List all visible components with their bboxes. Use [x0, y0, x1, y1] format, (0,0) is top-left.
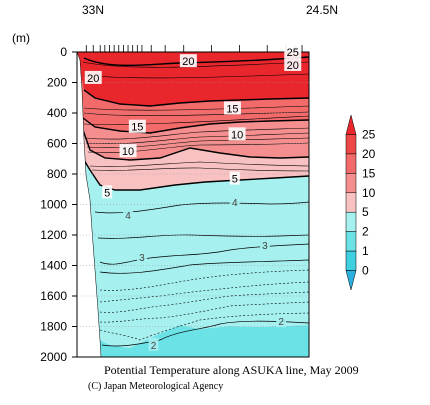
chart-title: Potential Temperature along ASUKA line, … [104, 363, 359, 377]
contour-label-bg [229, 195, 240, 209]
y-tick-label: 200 [47, 76, 67, 90]
contour-label-25: 25 [284, 45, 302, 59]
contour-label-3: 3 [259, 237, 270, 252]
contour-label-text: 5 [104, 187, 110, 199]
colorbar-label: 0 [362, 264, 369, 278]
contour-5 [83, 159, 309, 191]
contour-label-bg [229, 171, 240, 185]
contour-label-3: 3 [136, 250, 147, 264]
y-unit-label: (m) [12, 31, 30, 45]
contour-label-bg [128, 119, 146, 133]
contour-2 [101, 320, 309, 347]
contour-label-10: 10 [119, 144, 137, 158]
contour-label-text: 5 [232, 174, 238, 186]
y-tick-label: 1400 [40, 259, 67, 273]
colorbar-label: 10 [362, 186, 376, 200]
colorbar-segment [345, 153, 357, 174]
contour-label-text: 15 [131, 122, 143, 134]
contour-label-bg [136, 250, 147, 264]
contour-label-5: 5 [229, 171, 240, 186]
contour-label-bg [276, 314, 287, 328]
colorbar-segment [345, 114, 357, 135]
colorbar-label: 25 [362, 127, 376, 141]
contour-label-text: 10 [231, 129, 243, 141]
contour-label-bg [284, 57, 302, 71]
credit-text: (C) Japan Meteorological Agency [88, 381, 223, 392]
y-tick-label: 1000 [40, 198, 67, 212]
contour-15 [82, 117, 309, 134]
dashed-contours [99, 269, 309, 341]
contour-label-bg [102, 185, 113, 199]
plot-area [77, 52, 309, 357]
contour-label-text: 3 [262, 241, 268, 252]
contour-label-text: 25 [287, 47, 299, 59]
contour-label-bg [284, 45, 302, 58]
colorbar-label: 2 [362, 225, 369, 239]
contour-label-text: 20 [287, 60, 299, 72]
y-tick-label: 800 [47, 167, 67, 181]
colorbar-label: 1 [362, 244, 369, 258]
contour-label-4: 4 [123, 208, 134, 222]
cold-contours [94, 201, 309, 347]
contour-label-text: 10 [122, 146, 134, 158]
y-tick-label: 1800 [40, 320, 67, 334]
x-end-label: 24.5N [306, 3, 338, 17]
colorbar-segment [345, 250, 357, 271]
contour-label-bg [223, 101, 241, 115]
colorbar-segment [345, 211, 357, 232]
contour-label-text: 20 [182, 56, 194, 68]
contour-label-20: 20 [284, 57, 302, 72]
contour-label-15: 15 [223, 101, 241, 115]
colorbar-label: 5 [362, 205, 369, 219]
contour-label-text: 4 [125, 211, 131, 222]
y-tick-label: 1200 [40, 228, 67, 242]
contour-label-bg [228, 127, 246, 141]
colorbar-segment [345, 192, 357, 213]
contour-label-text: 2 [278, 317, 284, 328]
contour-label-4: 4 [229, 195, 240, 209]
contour-label-text: 15 [226, 103, 238, 115]
colorbar-label: 20 [362, 147, 376, 161]
colorbar-segment [345, 173, 357, 194]
contour-label-2: 2 [276, 314, 287, 328]
station-ticks [85, 45, 303, 52]
band-1-2 [77, 325, 309, 357]
contour-label-20: 20 [179, 54, 197, 68]
band-10-15 [77, 52, 309, 160]
contour-label-text: 2 [151, 341, 157, 352]
contour-20 [83, 89, 309, 107]
contour-label-20: 20 [84, 70, 102, 85]
colorbar-segment [345, 270, 357, 291]
contour-label-15: 15 [128, 119, 146, 134]
contour-label-bg [119, 144, 137, 158]
contour-label-5: 5 [102, 185, 113, 199]
contour-label-bg [259, 237, 270, 251]
contour-label-text: 3 [139, 253, 145, 264]
contour-label-text: 20 [87, 73, 99, 85]
x-start-label: 33N [82, 3, 104, 17]
y-tick-label: 1600 [40, 289, 67, 303]
y-tick-label: 400 [47, 106, 67, 120]
y-tick-label: 2000 [40, 350, 67, 364]
contour-label-bg [84, 70, 102, 84]
colorbar-segment [345, 134, 357, 155]
contour-10 [82, 129, 309, 161]
y-axis: 0 200 400 600 800 1000 1200 1400 1600 1800 2000 [40, 45, 309, 364]
contour-label-bg [179, 54, 197, 68]
colorbar-segment [345, 231, 357, 252]
y-tick-label: 600 [47, 137, 67, 151]
contour-label-bg [123, 208, 134, 222]
contour-label-2: 2 [148, 337, 159, 352]
band-2-5 [77, 52, 309, 357]
colorbar-label: 15 [362, 166, 376, 180]
y-tick-label: 0 [60, 45, 67, 59]
contour-label-bg [148, 337, 159, 351]
contour-label-10: 10 [228, 127, 246, 141]
contour-label-text: 4 [232, 198, 238, 209]
